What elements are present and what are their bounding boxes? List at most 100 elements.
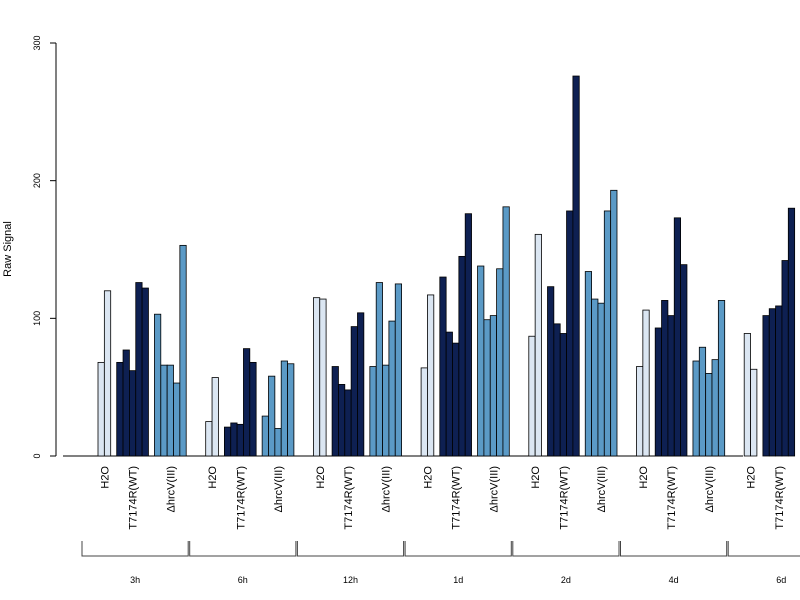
bar <box>211 377 219 457</box>
condition-label: ΔhrcV(III) <box>596 466 608 512</box>
bar <box>673 217 681 457</box>
condition-label: H2O <box>315 466 327 489</box>
condition-label: T7174R(WT) <box>451 466 463 530</box>
bar <box>173 382 181 457</box>
bar <box>388 320 396 457</box>
bar <box>591 298 599 457</box>
condition-label: T7174R(WT) <box>558 466 570 530</box>
bar <box>331 366 339 457</box>
bar <box>654 327 662 457</box>
time-groups: 3h 6h 12h 1d 2d 4d 6d <box>81 541 800 585</box>
condition-label: T7174R(WT) <box>774 466 786 530</box>
condition-label: T7174R(WT) <box>128 466 140 530</box>
condition-label: H2O <box>207 466 219 489</box>
condition-label: H2O <box>99 466 111 489</box>
bar <box>597 302 605 457</box>
group-label: 1d <box>453 575 463 585</box>
bar <box>268 375 276 457</box>
y-tick-label: 300 <box>32 35 42 50</box>
bar <box>375 282 383 457</box>
bar <box>166 364 174 457</box>
condition-labels: H2O T7174R(WT) ΔhrcV(III) H2O T7174R(WT) Δhrc… <box>99 466 786 530</box>
bar <box>357 312 365 457</box>
group-label: 2d <box>561 575 571 585</box>
bar <box>116 361 124 457</box>
bar <box>350 326 358 457</box>
bar <box>667 315 675 457</box>
group-bracket <box>512 541 620 557</box>
bar <box>762 315 770 457</box>
condition-label: H2O <box>530 466 542 489</box>
group-label: 6h <box>238 575 248 585</box>
bar <box>553 323 561 457</box>
group-bracket <box>404 541 512 557</box>
bar <box>489 315 497 457</box>
bar <box>122 349 130 457</box>
group-bracket <box>189 541 297 557</box>
bar <box>452 342 460 457</box>
bar <box>427 294 435 457</box>
bar <box>750 368 758 457</box>
bar <box>319 298 327 457</box>
bar <box>768 308 776 457</box>
bar <box>566 210 574 457</box>
bar <box>572 75 580 457</box>
bar <box>97 361 105 457</box>
bar <box>610 189 618 457</box>
bar <box>205 421 213 457</box>
bar <box>528 335 536 457</box>
bar <box>369 366 377 457</box>
bar <box>236 423 244 457</box>
bar <box>692 360 700 457</box>
condition-label: T7174R(WT) <box>235 466 247 530</box>
bar <box>775 305 783 457</box>
y-axis: 0 100 200 300 <box>32 35 57 459</box>
bar <box>464 213 472 457</box>
bar <box>781 260 789 457</box>
bar <box>534 233 542 457</box>
bar <box>179 244 187 457</box>
bar <box>717 300 726 457</box>
bar <box>445 331 453 457</box>
bar <box>636 366 644 457</box>
bar <box>274 428 282 457</box>
bar <box>135 282 143 457</box>
bar <box>223 426 232 457</box>
bar <box>547 286 555 457</box>
y-tick-label: 200 <box>32 173 42 188</box>
condition-label: ΔhrcV(III) <box>381 466 393 512</box>
bar <box>743 333 751 457</box>
bar <box>711 359 719 457</box>
bar <box>230 422 238 457</box>
condition-label: H2O <box>746 466 758 489</box>
bar <box>458 255 466 457</box>
bar <box>154 313 162 457</box>
bar <box>420 367 428 457</box>
group-label: 4d <box>669 575 679 585</box>
bar <box>344 389 352 457</box>
group-label: 6d <box>776 575 786 585</box>
bar <box>661 300 669 457</box>
bar <box>249 361 257 457</box>
bar <box>502 206 510 457</box>
bar <box>496 268 504 457</box>
bar <box>680 264 688 457</box>
bar <box>312 297 321 457</box>
bars-layer <box>97 75 796 457</box>
group-bracket <box>296 541 405 557</box>
bar <box>483 319 491 457</box>
condition-label: ΔhrcV(III) <box>488 466 500 512</box>
group-bracket <box>81 541 189 557</box>
bar <box>261 415 269 457</box>
bar <box>287 363 295 457</box>
y-axis-label: Raw Signal <box>2 221 14 277</box>
bar <box>439 276 447 457</box>
bar <box>705 372 713 457</box>
condition-label: H2O <box>638 466 650 489</box>
condition-label: T7174R(WT) <box>666 466 678 530</box>
bar <box>338 384 346 457</box>
bar <box>787 207 796 457</box>
bar <box>160 364 168 457</box>
bar <box>280 360 288 457</box>
